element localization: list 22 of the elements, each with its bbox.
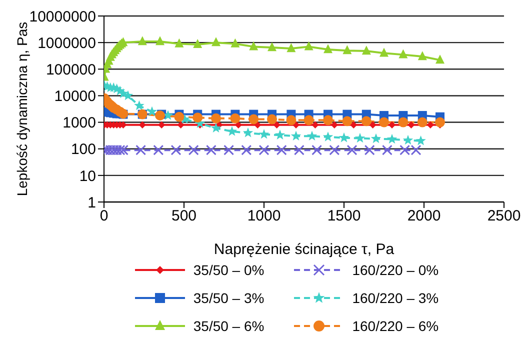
x-tick-label: 1000 bbox=[247, 208, 281, 225]
y-tick-label: 10 bbox=[79, 168, 96, 185]
y-tick-label: 1 bbox=[88, 194, 96, 212]
x-tick-label: 2500 bbox=[487, 208, 521, 225]
y-axis-title: Lepkość dynamiczna η, Pas bbox=[14, 22, 30, 196]
y-tick-label: 1000000 bbox=[38, 34, 96, 52]
x-tick-label: 500 bbox=[171, 208, 197, 225]
legend-label: 35/50 – 3% bbox=[193, 290, 264, 306]
x-axis-title: Naprężenie ścinające τ, Pa bbox=[214, 241, 395, 258]
x-tick-label: 0 bbox=[100, 208, 108, 225]
legend-label: 35/50 – 0% bbox=[193, 262, 264, 278]
y-tick-label: 10000000 bbox=[29, 8, 96, 26]
y-tick-label: 100 bbox=[70, 141, 96, 158]
legend-label: 160/220 – 6% bbox=[352, 318, 439, 334]
legend-label: 35/50 – 6% bbox=[193, 318, 264, 334]
x-tick-label: 1500 bbox=[327, 208, 361, 225]
legend-label: 160/220 – 3% bbox=[352, 290, 439, 306]
legend-label: 160/220 – 0% bbox=[352, 262, 439, 278]
y-tick-label: 100000 bbox=[46, 61, 96, 78]
x-tick-label: 2000 bbox=[407, 208, 441, 225]
y-tick-label: 1000 bbox=[62, 114, 96, 132]
y-tick-label: 10000 bbox=[54, 88, 96, 106]
